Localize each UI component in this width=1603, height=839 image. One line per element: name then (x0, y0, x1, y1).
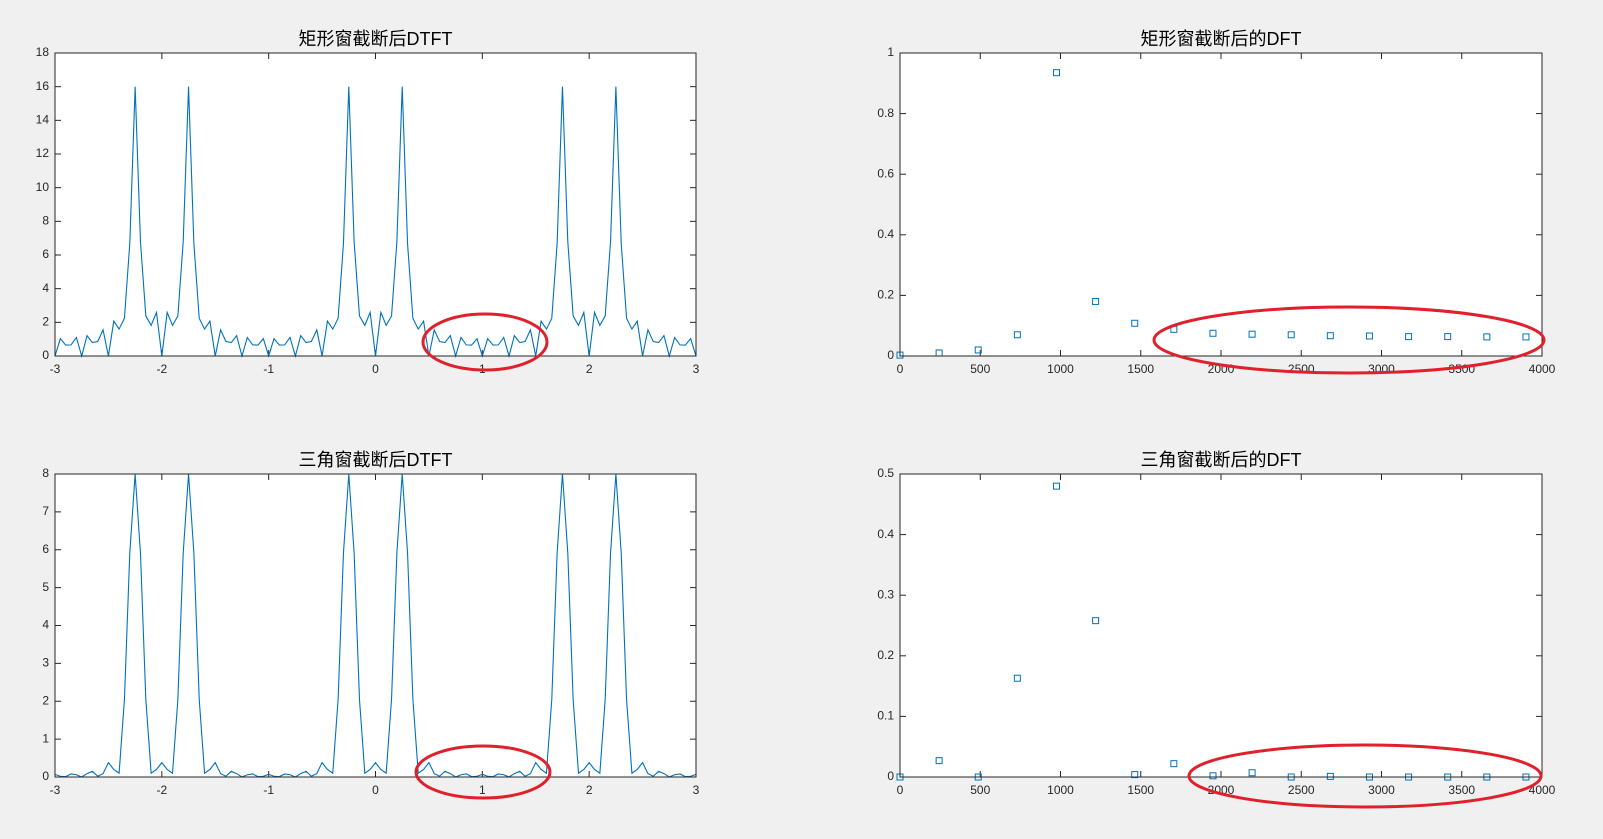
y-tick-label: 18 (36, 45, 50, 59)
point (1013, 331, 1021, 339)
chart-title: 矩形窗截断后的DFT (1141, 29, 1302, 49)
x-tick-label: 0 (372, 783, 379, 797)
y-tick-label: 0.5 (877, 466, 894, 480)
x-tick-label: 3 (693, 783, 700, 797)
y-tick-label: 0.4 (877, 227, 894, 241)
y-tick-label: 14 (36, 113, 50, 127)
x-tick-label: 4000 (1529, 362, 1556, 376)
point (1131, 319, 1139, 327)
point (1131, 771, 1139, 779)
y-tick-label: 8 (42, 214, 49, 228)
x-tick-label: 2500 (1288, 362, 1315, 376)
axes-box (54, 473, 697, 778)
x-tick-label: -2 (156, 783, 167, 797)
y-tick-label: 1 (887, 45, 894, 59)
x-tick-label: 0 (897, 783, 904, 797)
x-tick-label: 4000 (1529, 783, 1556, 797)
y-tick-label: 0.3 (877, 587, 894, 601)
y-tick-label: 0.8 (877, 106, 894, 120)
x-tick-label: 1500 (1127, 362, 1154, 376)
x-tick-label: 1000 (1047, 362, 1074, 376)
chart-title: 矩形窗截断后DTFT (299, 29, 453, 49)
x-tick-label: 2 (586, 362, 593, 376)
x-tick-label: 2 (586, 783, 593, 797)
y-tick-label: 7 (42, 504, 49, 518)
y-tick-label: 0.2 (877, 648, 894, 662)
y-tick-label: 0.4 (877, 527, 894, 541)
x-tick-label: 0 (897, 362, 904, 376)
x-tick-label: -1 (263, 783, 274, 797)
x-tick-label: -3 (50, 362, 61, 376)
plot-area (900, 53, 1542, 356)
point (1170, 760, 1178, 768)
y-tick-label: 0.2 (877, 288, 894, 302)
y-tick-label: 1 (42, 731, 49, 745)
x-tick-label: 2000 (1208, 362, 1235, 376)
y-tick-label: 4 (42, 281, 49, 295)
y-tick-label: 6 (42, 542, 49, 556)
y-tick-label: 6 (42, 247, 49, 261)
y-tick-label: 2 (42, 693, 49, 707)
chart-title: 三角窗截断后的DFT (1141, 450, 1302, 470)
axes-box (54, 52, 697, 357)
y-tick-label: 4 (42, 618, 49, 632)
x-tick-label: 500 (970, 783, 990, 797)
y-tick-label: 16 (36, 79, 50, 93)
y-tick-label: 10 (36, 180, 50, 194)
x-tick-label: 2500 (1288, 783, 1315, 797)
plot-area (55, 474, 696, 777)
x-tick-label: -1 (263, 362, 274, 376)
x-tick-label: 1 (479, 362, 486, 376)
line (54, 473, 697, 778)
x-tick-label: -3 (50, 783, 61, 797)
x-tick-label: 0 (372, 362, 379, 376)
y-tick-label: 0 (887, 348, 894, 362)
x-tick-label: 3 (693, 362, 700, 376)
y-tick-label: 0 (42, 348, 49, 362)
point (974, 346, 982, 354)
point (1092, 617, 1100, 625)
point (1052, 482, 1060, 490)
y-tick-label: 0.6 (877, 166, 894, 180)
y-tick-label: 0 (42, 769, 49, 783)
plot-area (900, 474, 1542, 777)
x-tick-label: 3000 (1368, 362, 1395, 376)
y-tick-label: 5 (42, 580, 49, 594)
x-tick-label: -2 (156, 362, 167, 376)
x-tick-label: 3000 (1368, 783, 1395, 797)
point (935, 757, 943, 765)
y-tick-label: 2 (42, 315, 49, 329)
x-tick-label: 3500 (1448, 362, 1475, 376)
x-tick-label: 1 (479, 783, 486, 797)
y-tick-label: 0 (887, 769, 894, 783)
x-tick-label: 1500 (1127, 783, 1154, 797)
y-tick-label: 3 (42, 656, 49, 670)
x-tick-label: 500 (970, 362, 990, 376)
x-tick-label: 2000 (1208, 783, 1235, 797)
y-tick-label: 12 (36, 146, 50, 160)
point (1092, 297, 1100, 305)
point (1052, 69, 1060, 77)
x-tick-label: 1000 (1047, 783, 1074, 797)
x-tick-label: 3500 (1448, 783, 1475, 797)
point (1013, 674, 1021, 682)
y-tick-label: 0.1 (877, 709, 894, 723)
chart-title: 三角窗截断后DTFT (299, 450, 453, 470)
y-tick-label: 8 (42, 466, 49, 480)
plot-area (55, 53, 696, 356)
